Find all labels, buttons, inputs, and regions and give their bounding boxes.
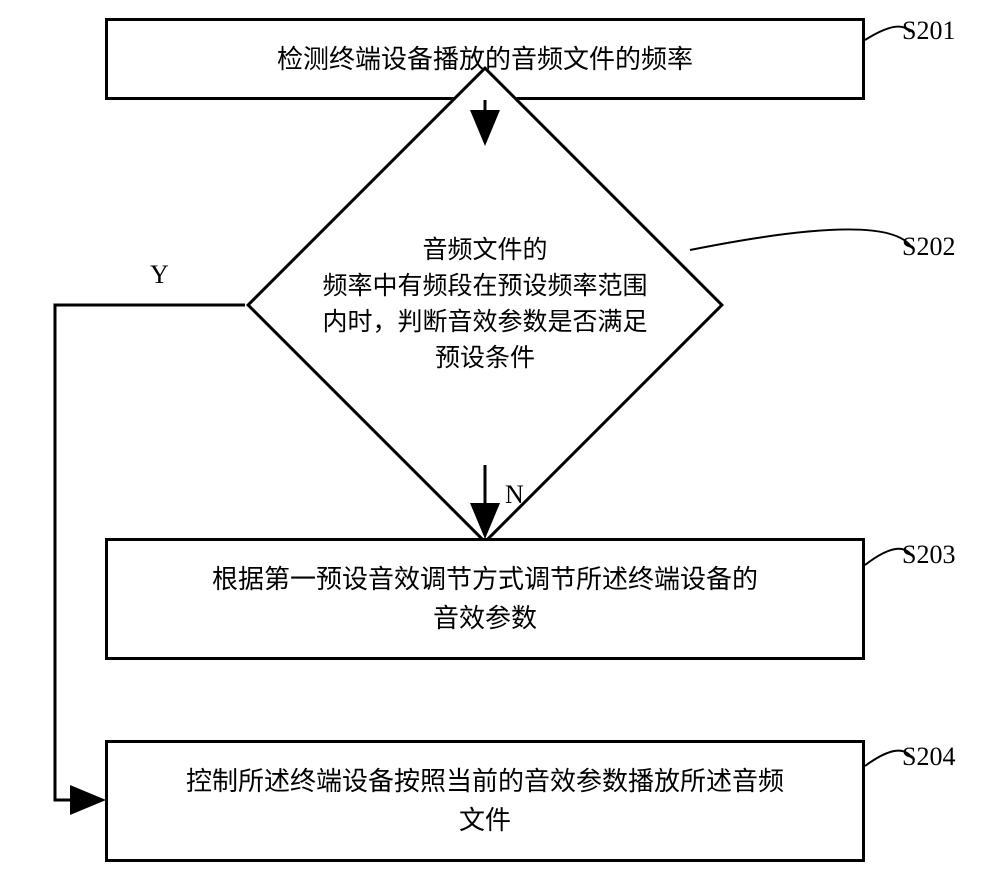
- step-label-s202: S202: [902, 232, 955, 262]
- flowchart-canvas: 检测终端设备播放的音频文件的频率 音频文件的 频率中有频段在预设频率范围 内时，…: [0, 0, 1000, 877]
- decision-diamond-s202: 音频文件的 频率中有频段在预设频率范围 内时，判断音效参数是否满足 预设条件: [245, 145, 725, 465]
- process-text-s204-l2: 文件: [186, 801, 784, 840]
- branch-label-no: N: [505, 480, 524, 510]
- process-box-s204: 控制所述终端设备按照当前的音效参数播放所述音频 文件: [105, 740, 865, 862]
- decision-line3: 内时，判断音效参数是否满足: [322, 305, 647, 341]
- decision-line4: 预设条件: [322, 341, 647, 377]
- process-text-s204-l1: 控制所述终端设备按照当前的音效参数播放所述音频: [186, 762, 784, 801]
- process-text-s203-l1: 根据第一预设音效调节方式调节所述终端设备的: [212, 560, 758, 599]
- step-label-s203: S203: [902, 540, 955, 570]
- decision-line1: 音频文件的: [322, 233, 647, 269]
- branch-label-yes: Y: [150, 260, 169, 290]
- step-label-s201: S201: [902, 16, 955, 46]
- process-box-s203: 根据第一预设音效调节方式调节所述终端设备的 音效参数: [105, 538, 865, 660]
- step-label-s204: S204: [902, 742, 955, 772]
- decision-line2: 频率中有频段在预设频率范围: [322, 269, 647, 305]
- decision-text: 音频文件的 频率中有频段在预设频率范围 内时，判断音效参数是否满足 预设条件: [245, 145, 725, 465]
- process-text-s203-l2: 音效参数: [212, 599, 758, 638]
